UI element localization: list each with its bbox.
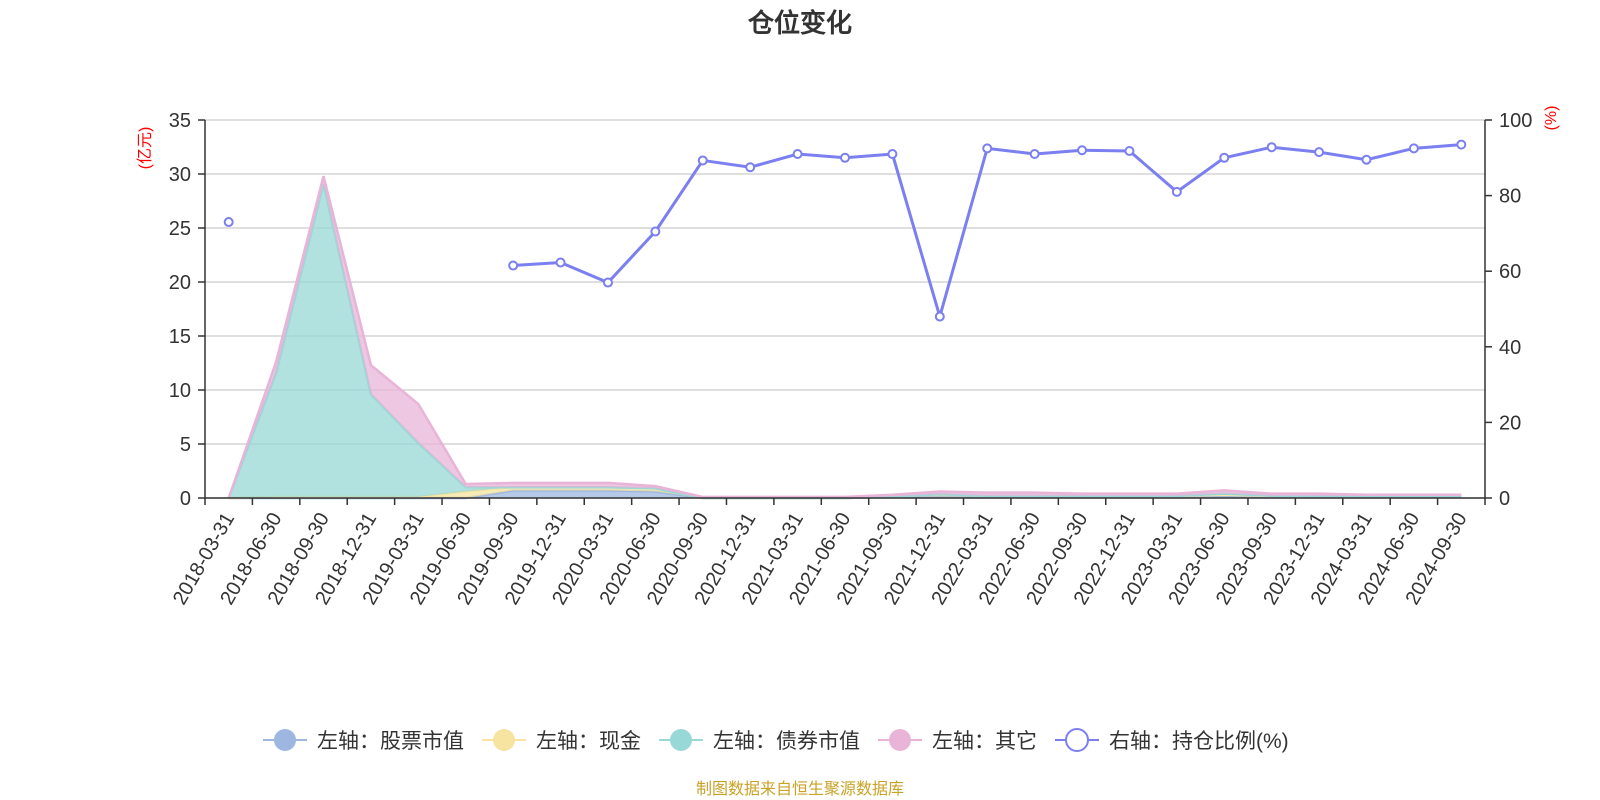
- source-note: 制图数据来自恒生聚源数据库: [696, 780, 904, 798]
- line-layer: [223, 139, 1467, 323]
- data-point: [1314, 147, 1325, 158]
- area-左轴：现金: [228, 487, 1462, 498]
- left-tick-label: 30: [169, 164, 191, 186]
- legend-marker: [670, 729, 692, 751]
- legend-item: 左轴：现金: [482, 729, 641, 753]
- legend-item: 左轴：债券市值: [659, 729, 860, 753]
- area-左轴：股票市值: [228, 490, 1462, 498]
- area-layer: [227, 175, 1462, 500]
- data-point: [934, 311, 945, 322]
- legend-label: 右轴：持仓比例(%): [1109, 730, 1289, 753]
- data-point: [1219, 152, 1230, 163]
- legend-marker: [274, 729, 296, 751]
- data-point: [555, 257, 566, 268]
- data-point: [887, 149, 898, 160]
- right-tick-label: 100: [1499, 110, 1532, 132]
- data-point: [1361, 154, 1372, 165]
- right-axis-unit: (%): [1543, 106, 1560, 131]
- left-tick-label: 0: [180, 488, 191, 510]
- data-point: [840, 152, 850, 163]
- left-axis-unit: (亿元): [136, 127, 154, 170]
- legend-item: 左轴：其它: [878, 729, 1037, 753]
- left-tick-label: 35: [169, 110, 191, 132]
- legend-item: 左轴：股票市值: [263, 729, 464, 753]
- left-tick-label: 10: [169, 380, 191, 402]
- left-tick-label: 15: [169, 326, 191, 348]
- data-point: [697, 155, 708, 166]
- legend-label: 左轴：股票市值: [317, 730, 464, 753]
- legend-item: 右轴：持仓比例(%): [1055, 728, 1289, 753]
- data-point: [1266, 142, 1277, 153]
- right-tick-label: 80: [1499, 186, 1521, 208]
- legend-label: 左轴：现金: [536, 730, 641, 753]
- data-point: [1124, 145, 1135, 156]
- left-tick-label: 20: [169, 272, 191, 294]
- legend-marker: [493, 729, 515, 751]
- right-tick-label: 20: [1499, 412, 1521, 434]
- legend: 左轴：股票市值 左轴：现金 左轴：债券市值 左轴：其它 右轴：持仓比例(%): [263, 728, 1289, 753]
- area-左轴：债券市值: [228, 183, 1462, 498]
- data-point: [792, 149, 803, 160]
- data-point: [1029, 149, 1040, 160]
- chart-title: 仓位变化: [747, 8, 852, 38]
- data-point: [745, 162, 756, 173]
- data-point: [1408, 143, 1419, 154]
- data-point: [1456, 139, 1467, 150]
- data-point: [223, 217, 234, 228]
- axes: 051015202530350204060801002018-03-312018…: [169, 110, 1533, 609]
- legend-marker: [1065, 728, 1089, 752]
- data-point: [1077, 145, 1088, 156]
- data-point: [508, 260, 519, 271]
- data-point: [1171, 186, 1182, 197]
- legend-label: 左轴：债券市值: [713, 730, 860, 753]
- right-tick-label: 60: [1499, 261, 1521, 283]
- area-edge-左轴：其它: [227, 175, 1462, 499]
- data-point: [982, 143, 993, 154]
- right-tick-label: 40: [1499, 337, 1521, 359]
- legend-label: 左轴：其它: [932, 730, 1037, 753]
- left-tick-label: 25: [169, 218, 191, 240]
- data-point: [602, 277, 613, 288]
- data-point: [650, 226, 661, 237]
- left-tick-label: 5: [180, 434, 191, 456]
- right-tick-label: 0: [1499, 488, 1510, 510]
- legend-marker: [889, 729, 911, 751]
